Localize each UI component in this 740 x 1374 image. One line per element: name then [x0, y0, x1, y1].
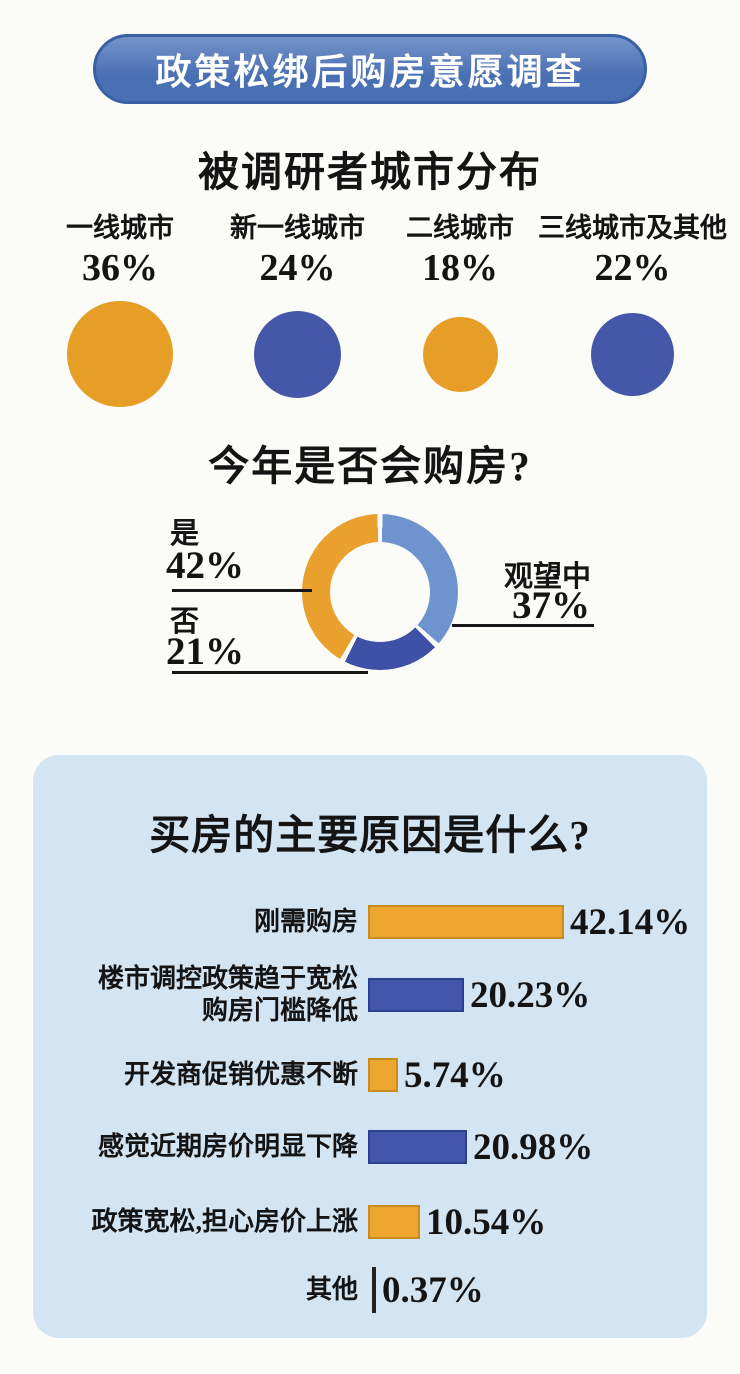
bar-value: 5.74%: [404, 1054, 506, 1096]
bar-row: 其他 0.37%: [33, 1255, 707, 1325]
bubble-wrap: [422, 294, 498, 414]
city-label: 新一线城市: [230, 213, 365, 243]
bar-row: 楼市调控政策趋于宽松 购房门槛降低 20.23%: [33, 960, 707, 1030]
city-section-title: 被调研者城市分布: [198, 149, 542, 195]
page-title: 政策松绑后购房意愿调查: [155, 52, 585, 92]
bubble-wrap: [254, 294, 341, 414]
donut-percent-watching: 37%: [512, 584, 590, 627]
bar-label: 感觉近期房价明显下降: [97, 1131, 358, 1161]
bar-value: 0.37%: [382, 1269, 484, 1311]
bar: [368, 978, 464, 1012]
bar-label: 开发商促销优惠不断: [123, 1059, 358, 1089]
city-item: 三线城市及其他 22%: [538, 206, 727, 414]
city-percent: 24%: [259, 247, 336, 289]
callout-line-no: [172, 671, 368, 674]
donut-label-watching: 观望中: [504, 561, 592, 593]
purchase-section-title: 今年是否会购房?: [208, 443, 532, 489]
city-percent: 18%: [422, 247, 498, 289]
donut-label-no: 否: [170, 606, 200, 638]
city-percent: 36%: [82, 247, 158, 289]
city-item: 新一线城市 24%: [215, 206, 380, 414]
city-bubble-chart: 一线城市 36% 新一线城市 24% 二线城市 18% 三线城市及其他 22%: [25, 206, 727, 414]
reasons-panel: 买房的主要原因是什么? 刚需购房 42.14% 楼市调控政策趋于宽松 购房门槛降…: [33, 755, 707, 1338]
city-bubble: [591, 312, 674, 396]
bar-row: 政策宽松,担心房价上涨 10.54%: [33, 1187, 707, 1257]
reasons-title: 买房的主要原因是什么?: [149, 812, 591, 858]
bar-row: 感觉近期房价明显下降 20.98%: [33, 1112, 707, 1182]
bar-value: 42.14%: [570, 901, 691, 943]
bar: [372, 1267, 376, 1313]
donut-hole: [330, 542, 430, 642]
callout-line-yes: [172, 589, 312, 592]
bar-value: 20.23%: [470, 974, 591, 1016]
bar-row: 刚需购房 42.14%: [33, 887, 707, 957]
donut-chart: [302, 514, 458, 670]
bar: [368, 1205, 420, 1239]
bar-label: 刚需购房: [253, 906, 358, 936]
city-bubble: [67, 301, 173, 407]
bar-label: 楼市调控政策趋于宽松 购房门槛降低: [97, 963, 358, 1026]
page-title-banner: 政策松绑后购房意愿调查: [93, 34, 647, 104]
bar-value: 20.98%: [473, 1126, 594, 1168]
donut-label-yes: 是: [170, 518, 200, 550]
bubble-wrap: [591, 294, 674, 414]
bar-value: 10.54%: [426, 1201, 547, 1243]
city-label: 一线城市: [66, 213, 174, 243]
bubble-wrap: [67, 294, 173, 414]
city-percent: 22%: [594, 247, 671, 289]
callout-line-watching: [452, 624, 594, 627]
city-item: 二线城市 18%: [380, 206, 540, 414]
bar: [368, 1130, 467, 1164]
bar-label: 政策宽松,担心房价上涨: [91, 1206, 358, 1236]
donut-percent-no: 21%: [166, 630, 244, 673]
city-bubble: [422, 316, 498, 392]
bar-row: 开发商促销优惠不断 5.74%: [33, 1040, 707, 1110]
city-item: 一线城市 36%: [25, 206, 215, 414]
city-label: 二线城市: [406, 213, 514, 243]
bar: [368, 1058, 398, 1092]
bar-label: 其他: [305, 1274, 358, 1304]
bar: [368, 905, 564, 939]
city-bubble: [254, 310, 341, 398]
city-label: 三线城市及其他: [538, 213, 727, 243]
donut-percent-yes: 42%: [166, 544, 244, 587]
